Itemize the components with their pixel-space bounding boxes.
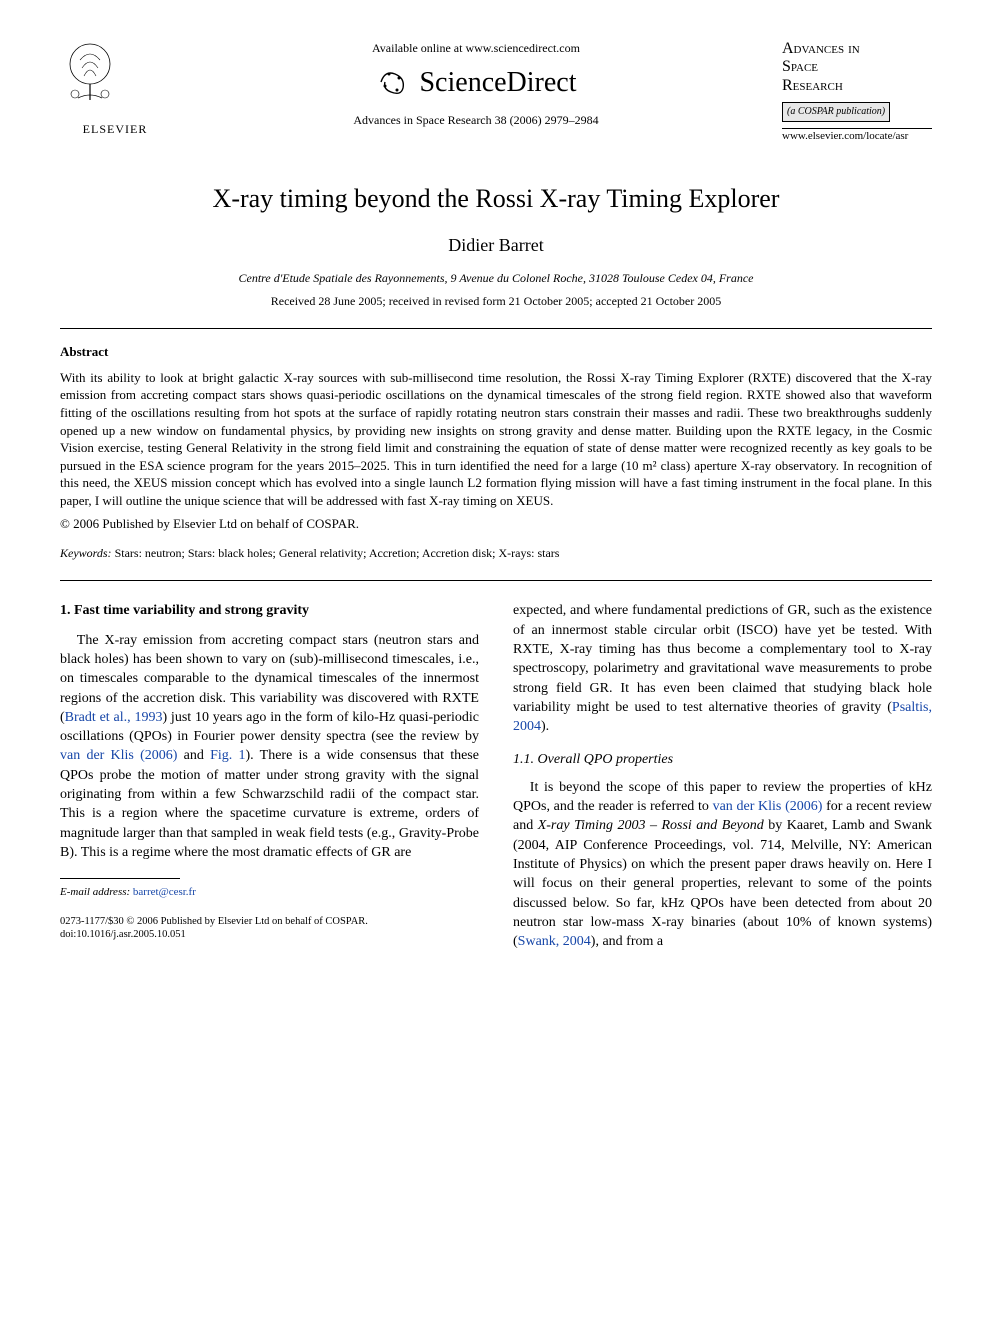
section-1-heading: 1. Fast time variability and strong grav… [60, 601, 479, 620]
journal-title: Advances in Space Research [782, 40, 932, 95]
elsevier-tree-icon [60, 40, 120, 110]
journal-title-line2: Space [782, 58, 818, 75]
sciencedirect-swirl-icon [375, 64, 411, 100]
page-header: ELSEVIER Available online at www.science… [60, 40, 932, 145]
elsevier-label: ELSEVIER [60, 121, 170, 138]
keywords-label: Keywords: [60, 546, 112, 560]
p1-text-c: and [177, 748, 210, 763]
sciencedirect-wordmark: ScienceDirect [419, 63, 576, 102]
cite-swank-2004[interactable]: Swank, 2004 [518, 934, 591, 949]
corresponding-email-row: E-mail address: barret@cesr.fr [60, 885, 479, 900]
rule-below-keywords [60, 580, 932, 581]
header-center: Available online at www.sciencedirect.co… [170, 40, 782, 129]
abstract-heading: Abstract [60, 343, 932, 361]
sciencedirect-logo: ScienceDirect [180, 63, 772, 102]
journal-subtitle: (a COSPAR publication) [782, 102, 890, 122]
email-link[interactable]: barret@cesr.fr [133, 886, 196, 898]
s11-italic-title: X-ray Timing 2003 – Rossi and Beyond [538, 818, 764, 833]
subsection-1-1-heading: 1.1. Overall QPO properties [513, 750, 932, 769]
s11-text-d: ), and from a [591, 934, 663, 949]
publisher-logo-block: ELSEVIER [60, 40, 170, 137]
issn-copyright-line: 0273-1177/$30 © 2006 Published by Elsevi… [60, 915, 479, 929]
rule-above-abstract [60, 328, 932, 329]
cite-vanderklis-2006b[interactable]: van der Klis (2006) [713, 799, 823, 814]
article-title: X-ray timing beyond the Rossi X-ray Timi… [60, 181, 932, 217]
author-name: Didier Barret [60, 233, 932, 258]
cite-bradt-1993[interactable]: Bradt et al., 1993 [65, 710, 163, 725]
article-history: Received 28 June 2005; received in revis… [60, 293, 932, 310]
cite-fig-1[interactable]: Fig. 1 [210, 748, 245, 763]
available-online-line: Available online at www.sciencedirect.co… [180, 40, 772, 57]
body-columns: 1. Fast time variability and strong grav… [60, 601, 932, 951]
keywords-row: Keywords: Stars: neutron; Stars: black h… [60, 545, 932, 562]
journal-url: www.elsevier.com/locate/asr [782, 129, 932, 144]
section-1-paragraph-1: The X-ray emission from accreting compac… [60, 631, 479, 863]
p1-text-d: ). There is a wide consensus that these … [60, 748, 479, 860]
journal-brand-block: Advances in Space Research (a COSPAR pub… [782, 40, 932, 145]
p2-text-a: expected, and where fundamental predicti… [513, 603, 932, 715]
journal-title-line3: Research [782, 77, 843, 94]
journal-reference: Advances in Space Research 38 (2006) 297… [180, 112, 772, 129]
doi-line: doi:10.1016/j.asr.2005.10.051 [60, 928, 479, 942]
abstract-body: With its ability to look at bright galac… [60, 369, 932, 509]
email-label: E-mail address: [60, 886, 130, 898]
subsection-1-1-paragraph-1: It is beyond the scope of this paper to … [513, 778, 932, 952]
p2-text-b: ). [541, 719, 549, 734]
column-right: expected, and where fundamental predicti… [513, 601, 932, 951]
footnote-separator [60, 878, 180, 879]
column-left: 1. Fast time variability and strong grav… [60, 601, 479, 951]
section-1-paragraph-2: expected, and where fundamental predicti… [513, 601, 932, 736]
s11-text-c: by Kaaret, Lamb and Swank (2004, AIP Con… [513, 818, 932, 949]
author-affiliation: Centre d'Etude Spatiale des Rayonnements… [60, 270, 932, 287]
abstract-copyright: © 2006 Published by Elsevier Ltd on beha… [60, 515, 932, 533]
footer-block: 0273-1177/$30 © 2006 Published by Elsevi… [60, 915, 479, 942]
keywords-text: Stars: neutron; Stars: black holes; Gene… [112, 546, 560, 560]
cite-vanderklis-2006[interactable]: van der Klis (2006) [60, 748, 177, 763]
journal-title-line1: Advances in [782, 40, 860, 57]
